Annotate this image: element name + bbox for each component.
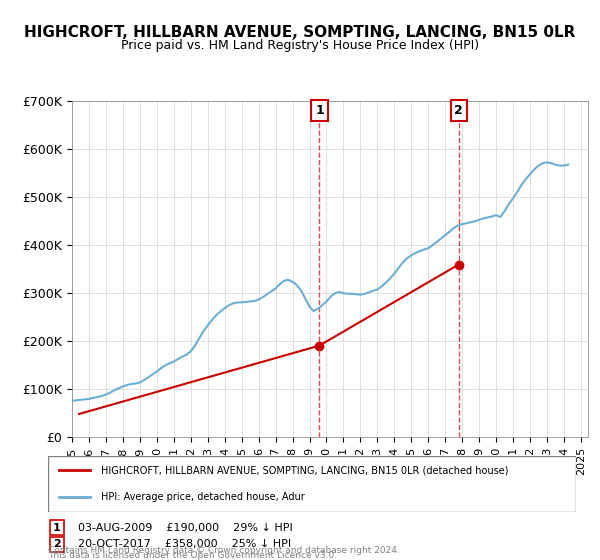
Text: 2: 2	[53, 539, 61, 549]
Text: 1: 1	[315, 104, 324, 117]
Text: This data is licensed under the Open Government Licence v3.0.: This data is licensed under the Open Gov…	[48, 551, 337, 560]
Text: 03-AUG-2009    £190,000    29% ↓ HPI: 03-AUG-2009 £190,000 29% ↓ HPI	[78, 522, 293, 533]
Text: HIGHCROFT, HILLBARN AVENUE, SOMPTING, LANCING, BN15 0LR (detached house): HIGHCROFT, HILLBARN AVENUE, SOMPTING, LA…	[101, 465, 508, 475]
Text: HPI: Average price, detached house, Adur: HPI: Average price, detached house, Adur	[101, 492, 305, 502]
Text: Contains HM Land Registry data © Crown copyright and database right 2024.: Contains HM Land Registry data © Crown c…	[48, 545, 400, 555]
FancyBboxPatch shape	[48, 456, 576, 512]
Text: HIGHCROFT, HILLBARN AVENUE, SOMPTING, LANCING, BN15 0LR: HIGHCROFT, HILLBARN AVENUE, SOMPTING, LA…	[25, 25, 575, 40]
Text: 1: 1	[53, 522, 61, 533]
Text: Price paid vs. HM Land Registry's House Price Index (HPI): Price paid vs. HM Land Registry's House …	[121, 39, 479, 52]
Text: 2: 2	[454, 104, 463, 117]
Text: 20-OCT-2017    £358,000    25% ↓ HPI: 20-OCT-2017 £358,000 25% ↓ HPI	[78, 539, 291, 549]
